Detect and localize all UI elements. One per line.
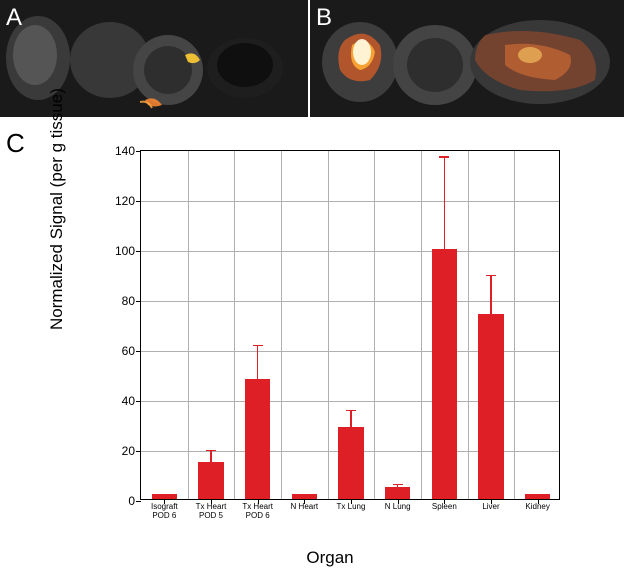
mri-image-b [310,0,624,117]
y-tick-label: 60 [122,344,135,358]
error-cap [533,494,543,496]
y-tick-mark [136,451,141,452]
y-tick-mark [136,301,141,302]
y-tick-label: 80 [122,294,135,308]
bar [478,314,504,499]
bar [338,427,364,500]
grid-line-v [514,151,515,499]
x-tick-label: N Heart [291,503,319,512]
y-tick-mark [136,351,141,352]
error-bar [210,450,212,464]
mri-svg-b [310,0,624,117]
y-tick-mark [136,151,141,152]
y-tick-mark [136,251,141,252]
y-tick-label: 140 [115,144,135,158]
panel-c-label: C [6,128,25,159]
y-tick-label: 0 [128,494,135,508]
grid-line-v [281,151,282,499]
x-axis-label: Organ [306,548,353,568]
error-bar [444,156,446,251]
y-tick-mark [136,501,141,502]
x-tick-label: Liver [482,503,499,512]
x-tick-label: IsograftPOD 6 [151,503,178,521]
error-cap [299,494,309,496]
error-cap [439,156,449,158]
error-bar [490,275,492,316]
x-tick-label: N Lung [385,503,411,512]
y-tick-mark [136,201,141,202]
grid-line-v [234,151,235,499]
chart-area: 020406080100120140IsograftPOD 6Tx HeartP… [140,150,560,500]
panel-b: B [310,0,624,117]
error-cap [346,410,356,412]
y-tick-label: 20 [122,444,135,458]
error-cap [159,494,169,496]
grid-line-v [188,151,189,499]
grid-line-h [141,201,559,202]
grid-line-h [141,301,559,302]
grid-line-v [374,151,375,499]
error-cap [206,450,216,452]
error-cap [393,484,403,486]
panel-b-label: B [316,4,332,32]
x-tick-label: Tx HeartPOD 5 [196,503,227,521]
bar [432,249,458,499]
panel-a-label: A [6,4,22,32]
grid-line-v [468,151,469,499]
x-tick-label: Tx Lung [337,503,366,512]
bar [198,462,224,500]
y-axis-label: Normalized Signal (per g tissue) [47,88,67,330]
x-tick-label: Kidney [525,503,549,512]
grid-line-h [141,251,559,252]
error-bar [350,410,352,429]
x-tick-label: Spleen [432,503,457,512]
grid-line-v [421,151,422,499]
y-tick-mark [136,401,141,402]
error-cap [253,345,263,347]
y-tick-label: 100 [115,244,135,258]
error-cap [486,275,496,277]
y-tick-label: 40 [122,394,135,408]
x-tick-label: Tx HeartPOD 6 [242,503,273,521]
error-bar [257,345,259,381]
grid-line-v [328,151,329,499]
chart-container: Normalized Signal (per g tissue) Organ 0… [65,140,595,570]
y-tick-label: 120 [115,194,135,208]
bar [245,379,271,499]
